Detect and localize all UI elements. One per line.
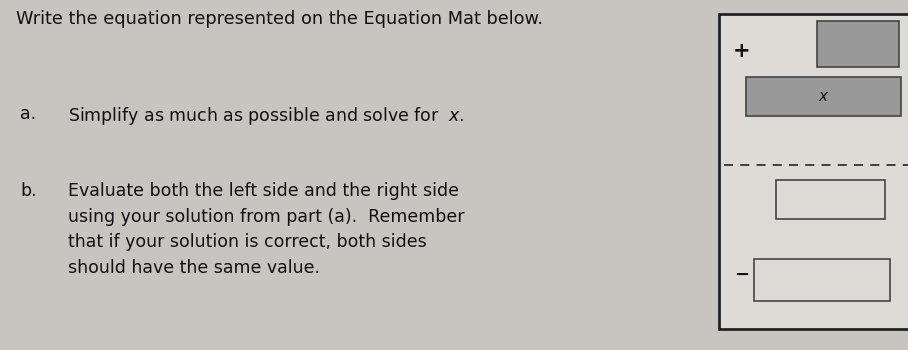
Text: Simplify as much as possible and solve for  $x$.: Simplify as much as possible and solve f… xyxy=(68,105,465,127)
Text: a.: a. xyxy=(20,105,36,123)
Text: b.: b. xyxy=(20,182,36,200)
Bar xyxy=(719,14,908,329)
Bar xyxy=(754,259,890,301)
Bar xyxy=(817,21,899,66)
Text: $x$: $x$ xyxy=(818,89,829,104)
Text: Write the equation represented on the Equation Mat below.: Write the equation represented on the Eq… xyxy=(16,10,543,28)
Text: −: − xyxy=(734,266,749,284)
Text: Evaluate both the left side and the right side
using your solution from part (a): Evaluate both the left side and the righ… xyxy=(68,182,465,277)
Bar xyxy=(776,180,885,219)
Text: +: + xyxy=(733,41,750,61)
Bar xyxy=(746,77,901,116)
